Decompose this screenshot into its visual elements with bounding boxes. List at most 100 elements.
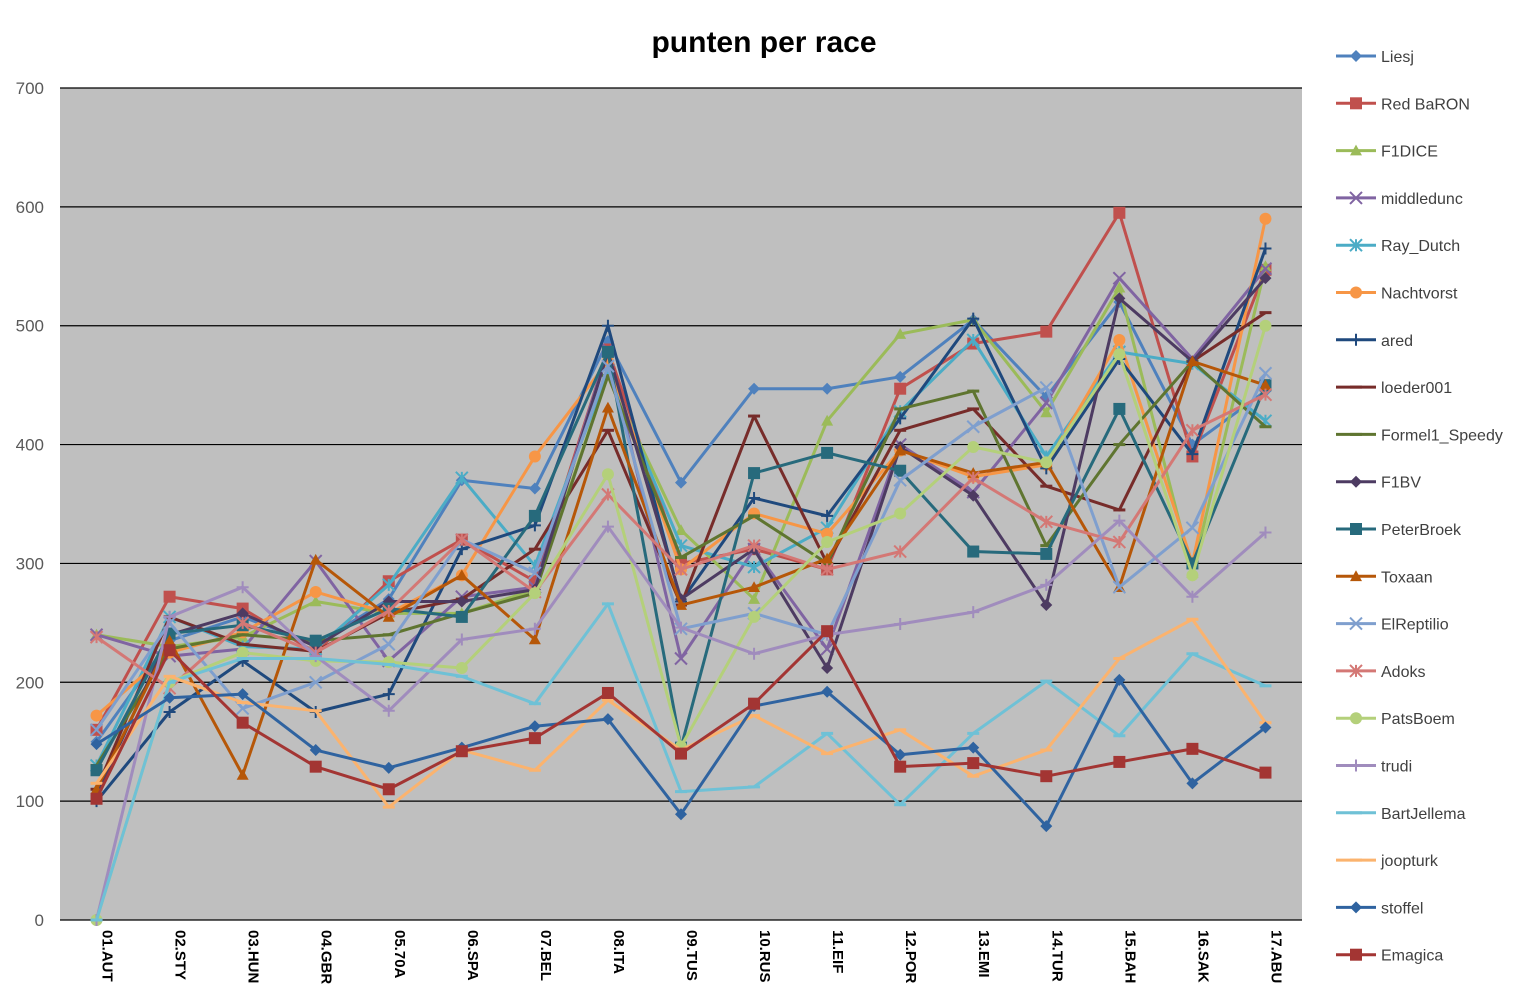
y-axis: 0 100 200 300 400 500 600 700 xyxy=(16,79,44,930)
data-point xyxy=(821,685,834,698)
x-axis: 01.AUT 02.STY 03.HUN 04.GBR 05.70A 06.SPA 07.B… xyxy=(99,930,1285,984)
legend-label: middledunc xyxy=(1381,191,1463,208)
data-point xyxy=(821,527,834,540)
data-point xyxy=(821,552,834,564)
data-point xyxy=(820,562,834,577)
data-point xyxy=(163,706,176,718)
data-point xyxy=(821,382,834,395)
y-tick-label: 100 xyxy=(16,792,44,811)
data-point xyxy=(163,610,176,623)
data-point xyxy=(967,440,980,453)
data-point xyxy=(528,720,541,733)
series-19 xyxy=(90,625,1272,805)
data-point xyxy=(967,312,980,325)
legend-label: Nachtvorst xyxy=(1381,286,1458,303)
data-point xyxy=(748,492,761,505)
data-point xyxy=(748,581,761,592)
legend-label: loeder001 xyxy=(1381,380,1452,397)
data-point xyxy=(601,520,614,533)
legend-item: PatsBoem xyxy=(1336,711,1455,728)
legend-marker xyxy=(1350,901,1362,914)
data-point xyxy=(1040,325,1053,338)
series-layer xyxy=(89,206,1273,926)
data-point xyxy=(675,621,687,634)
data-point xyxy=(894,760,907,773)
data-point xyxy=(309,553,322,565)
legend-marker xyxy=(1349,664,1363,678)
data-point xyxy=(528,566,542,580)
x-tick-label: 03.HUN xyxy=(245,930,262,983)
data-point xyxy=(309,760,322,773)
data-point xyxy=(382,604,396,618)
legend-marker xyxy=(1350,50,1362,62)
legend-item: ElReptilio xyxy=(1336,617,1449,634)
x-tick-label: 04.GBR xyxy=(318,930,335,984)
x-tick-label: 15.BAH xyxy=(1121,930,1138,983)
data-point xyxy=(1113,281,1126,293)
legend-item: trudi xyxy=(1336,759,1412,776)
legend-marker xyxy=(1350,333,1362,346)
data-point xyxy=(163,590,176,603)
data-point xyxy=(89,630,104,644)
data-point xyxy=(894,748,907,761)
data-point xyxy=(894,464,907,477)
data-point xyxy=(1113,514,1126,527)
data-point xyxy=(601,686,614,699)
legend-item: stoffel xyxy=(1336,900,1423,917)
data-point xyxy=(382,688,395,701)
legend-label: stoffel xyxy=(1381,900,1423,917)
y-tick-label: 700 xyxy=(16,79,44,98)
data-point xyxy=(236,716,249,729)
data-point xyxy=(966,471,980,485)
x-tick-label: 07.BEL xyxy=(537,930,554,981)
data-point xyxy=(601,345,614,358)
legend-marker xyxy=(1350,948,1362,961)
legend-marker xyxy=(1350,570,1362,582)
data-point xyxy=(455,595,468,608)
data-point xyxy=(236,768,249,780)
data-point xyxy=(528,482,541,495)
data-point xyxy=(1259,379,1272,390)
data-point xyxy=(309,634,322,647)
data-point xyxy=(967,757,980,770)
data-point xyxy=(1259,272,1272,285)
data-point xyxy=(455,610,468,623)
data-point xyxy=(382,783,395,796)
data-point xyxy=(309,585,322,598)
series-16 xyxy=(90,602,1272,922)
legend-label: Formel1_Speedy xyxy=(1381,427,1503,444)
x-tick-label: 11.EIF xyxy=(829,930,846,973)
data-point xyxy=(1186,590,1199,603)
x-tick-label: 09.TUS xyxy=(683,930,700,981)
legend-label: PeterBroek xyxy=(1381,522,1462,539)
data-point xyxy=(821,446,834,459)
data-point xyxy=(90,709,103,722)
data-point xyxy=(1039,515,1053,529)
y-tick-label: 400 xyxy=(16,436,44,455)
x-tick-label: 10.RUS xyxy=(756,930,773,983)
data-point xyxy=(821,509,834,522)
data-point xyxy=(528,633,541,645)
legend-marker xyxy=(1350,97,1362,110)
data-point xyxy=(893,473,907,487)
data-point xyxy=(967,545,980,558)
x-tick-label: 13.EMI xyxy=(975,930,992,978)
data-point xyxy=(821,414,834,426)
y-tick-label: 600 xyxy=(16,198,44,217)
legend-marker xyxy=(1350,144,1362,156)
plot-background xyxy=(60,88,1302,920)
data-point xyxy=(1259,260,1272,272)
data-point xyxy=(309,744,322,757)
data-point xyxy=(382,761,395,774)
data-point xyxy=(163,634,176,646)
data-point xyxy=(1186,569,1199,582)
data-point xyxy=(747,538,761,553)
legend-item: BartJellema xyxy=(1336,806,1466,823)
data-point xyxy=(675,599,687,610)
legend-item: Red BaRON xyxy=(1336,96,1470,113)
data-point xyxy=(309,595,322,607)
legend-item: ared xyxy=(1336,333,1413,350)
data-point xyxy=(382,578,396,592)
data-point xyxy=(675,808,687,821)
